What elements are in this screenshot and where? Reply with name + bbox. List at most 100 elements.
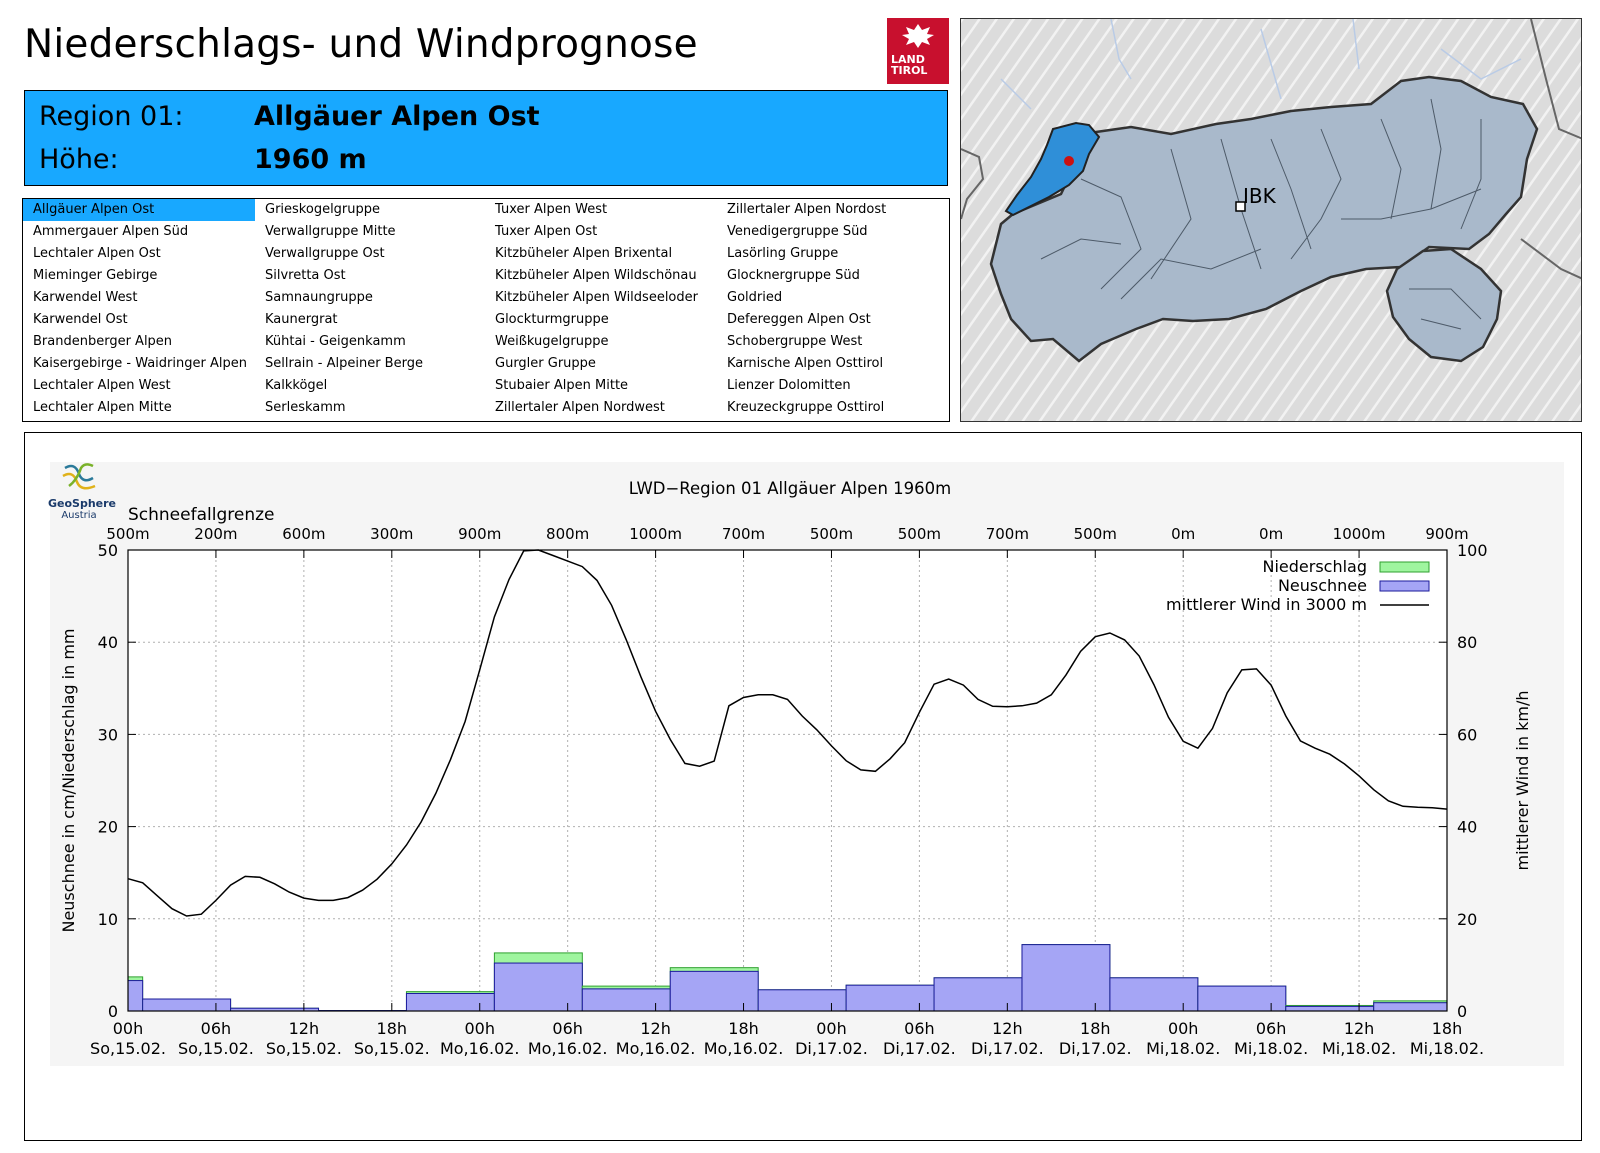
region-list-item[interactable]: Lienzer Dolomitten bbox=[727, 378, 851, 393]
region-info-box: Region 01: Allgäuer Alpen Ost Höhe: 1960… bbox=[24, 90, 948, 186]
region-list-item[interactable]: Karnische Alpen Osttirol bbox=[727, 356, 884, 371]
region-list-item[interactable]: Kalkkögel bbox=[265, 378, 328, 393]
x-tick-label-date: Di,17.02. bbox=[795, 1039, 868, 1058]
region-list-item[interactable]: Tuxer Alpen West bbox=[495, 202, 608, 217]
x-tick-label-hour: 00h bbox=[113, 1019, 144, 1038]
region-list-item[interactable]: Mieminger Gebirge bbox=[33, 268, 158, 283]
land-tirol-logo: LAND TIROL bbox=[887, 18, 949, 84]
region-list-item[interactable]: Verwallgruppe Mitte bbox=[265, 224, 396, 239]
neuschnee-bar bbox=[142, 998, 232, 1012]
snowline-label: 1000m bbox=[1333, 525, 1386, 543]
region-list-item[interactable]: Goldried bbox=[727, 290, 783, 305]
region-list-item[interactable]: Lasörling Gruppe bbox=[727, 246, 839, 261]
region-list-item[interactable]: Lechtaler Alpen Ost bbox=[33, 246, 161, 261]
y2-tick-label: 80 bbox=[1457, 633, 1477, 652]
region-list-item[interactable]: Lechtaler Alpen Mitte bbox=[33, 400, 172, 415]
region-list-item[interactable]: Allgäuer Alpen Ost bbox=[23, 199, 255, 221]
x-tick-label-date: Mi,18.02. bbox=[1146, 1039, 1220, 1058]
snowline-label: 800m bbox=[546, 525, 589, 543]
region-list-item[interactable]: Karwendel Ost bbox=[33, 312, 128, 327]
x-tick-label-date: So,15.02. bbox=[178, 1039, 254, 1058]
legend-label-niederschlag: Niederschlag bbox=[1262, 557, 1367, 576]
geosphere-name: GeoSphere bbox=[48, 497, 117, 510]
x-tick-label-hour: 12h bbox=[640, 1019, 671, 1038]
region-list-item[interactable]: Karwendel West bbox=[33, 290, 138, 305]
snowline-label: 900m bbox=[1425, 525, 1468, 543]
x-tick-label-hour: 06h bbox=[552, 1019, 583, 1038]
neuschnee-bar bbox=[845, 984, 935, 1012]
legend-label-wind: mittlerer Wind in 3000 m bbox=[1166, 595, 1367, 614]
geosphere-icon bbox=[62, 463, 96, 490]
neuschnee-bar bbox=[1197, 985, 1287, 1012]
region-list-item[interactable]: Glocknergruppe Süd bbox=[727, 268, 860, 283]
region-list-item[interactable]: Weißkugelgruppe bbox=[495, 334, 609, 349]
eagle-icon bbox=[902, 24, 934, 48]
neuschnee-bar bbox=[1021, 944, 1111, 1012]
x-tick-label-hour: 18h bbox=[377, 1019, 408, 1038]
region-list-item[interactable]: Glockturmgruppe bbox=[495, 312, 609, 327]
region-list-item[interactable]: Kaisergebirge - Waidringer Alpen bbox=[33, 356, 247, 371]
rivers bbox=[1000, 19, 1522, 110]
region-list-item[interactable]: Gurgler Gruppe bbox=[495, 356, 596, 371]
snowline-label: 300m bbox=[370, 525, 413, 543]
region-list-item[interactable]: Brandenberger Alpen bbox=[33, 334, 173, 349]
region-list-item[interactable]: Lechtaler Alpen West bbox=[33, 378, 171, 393]
region-list-item[interactable]: Kitzbüheler Alpen Brixental bbox=[495, 246, 673, 261]
geosphere-sub: Austria bbox=[61, 510, 97, 521]
snowline-label: 0m bbox=[1171, 525, 1195, 543]
neuschnee-bar bbox=[1373, 1002, 1448, 1012]
region-list-item[interactable]: Sellrain - Alpeiner Berge bbox=[265, 356, 423, 371]
x-tick-label-hour: 18h bbox=[1432, 1019, 1463, 1038]
region-list-item[interactable]: Zillertaler Alpen Nordost bbox=[727, 202, 887, 217]
x-tick-label-date: So,15.02. bbox=[90, 1039, 166, 1058]
y2-tick-label: 100 bbox=[1457, 541, 1488, 560]
region-list-item[interactable]: Kreuzeckgruppe Osttirol bbox=[727, 400, 885, 415]
logo-text-land: LAND bbox=[891, 53, 925, 66]
y2-tick-label: 60 bbox=[1457, 725, 1477, 744]
height-value: 1960 m bbox=[254, 144, 367, 175]
logo-text-tirol: TIROL bbox=[891, 64, 928, 77]
y2-tick-label: 40 bbox=[1457, 818, 1477, 837]
region-list-item[interactable]: Kühtai - Geigenkamm bbox=[265, 334, 406, 349]
snowline-label: 700m bbox=[722, 525, 765, 543]
plot-area bbox=[128, 550, 1447, 1011]
region-list-item[interactable]: Kitzbüheler Alpen Wildschönau bbox=[495, 268, 697, 283]
legend-label-neuschnee: Neuschnee bbox=[1278, 576, 1367, 595]
x-tick-label-hour: 06h bbox=[1256, 1019, 1287, 1038]
neuschnee-bar bbox=[1109, 977, 1199, 1012]
legend-swatch-niederschlag bbox=[1379, 561, 1430, 573]
height-label: Höhe: bbox=[39, 144, 119, 175]
x-tick-label-date: Mo,16.02. bbox=[440, 1039, 520, 1058]
region-list-item[interactable]: Samnaungruppe bbox=[265, 290, 373, 305]
region-list-item[interactable]: Kaunergrat bbox=[265, 312, 338, 327]
x-tick-label-date: Mi,18.02. bbox=[1410, 1039, 1484, 1058]
x-tick-label-date: So,15.02. bbox=[266, 1039, 342, 1058]
neuschnee-bar bbox=[933, 977, 1023, 1012]
region-list-item[interactable]: Verwallgruppe Ost bbox=[265, 246, 385, 261]
region-list-item[interactable]: Ammergauer Alpen Süd bbox=[33, 224, 189, 239]
region-list-item[interactable]: Tuxer Alpen Ost bbox=[495, 224, 598, 239]
region-list-item[interactable]: Grieskogelgruppe bbox=[265, 202, 381, 217]
region-list-item[interactable]: Defereggen Alpen Ost bbox=[727, 312, 871, 327]
region-list-item[interactable]: Serleskamm bbox=[265, 400, 346, 415]
region-list-item[interactable]: Zillertaler Alpen Nordwest bbox=[495, 400, 665, 415]
snowline-title: Schneefallgrenze bbox=[128, 505, 274, 525]
y2-tick-label: 0 bbox=[1457, 1002, 1467, 1021]
x-tick-label-date: Mo,16.02. bbox=[704, 1039, 784, 1058]
x-tick-label-date: Mi,18.02. bbox=[1234, 1039, 1308, 1058]
snowline-label: 500m bbox=[106, 525, 149, 543]
x-tick-label-hour: 06h bbox=[201, 1019, 232, 1038]
region-list-column: Allgäuer Alpen Ost Ammergauer Alpen Süd Le… bbox=[23, 199, 255, 419]
region-list-item[interactable]: Kitzbüheler Alpen Wildseeloder bbox=[495, 290, 698, 305]
region-list-item[interactable]: Silvretta Ost bbox=[265, 268, 346, 283]
region-list-column: Grieskogelgruppe Verwallgruppe Mitte Verwa… bbox=[255, 199, 487, 419]
region-list-item[interactable]: Venedigergruppe Süd bbox=[727, 224, 868, 239]
region-list-item[interactable]: Schobergruppe West bbox=[727, 334, 863, 349]
region-list-item[interactable]: Stubaier Alpen Mitte bbox=[495, 378, 629, 393]
region-name: Allgäuer Alpen Ost bbox=[254, 101, 540, 132]
x-tick-label-hour: 12h bbox=[289, 1019, 320, 1038]
x-tick-label-date: Di,17.02. bbox=[883, 1039, 956, 1058]
legend-swatch-neuschnee bbox=[1379, 580, 1430, 592]
snowline-label: 200m bbox=[194, 525, 237, 543]
